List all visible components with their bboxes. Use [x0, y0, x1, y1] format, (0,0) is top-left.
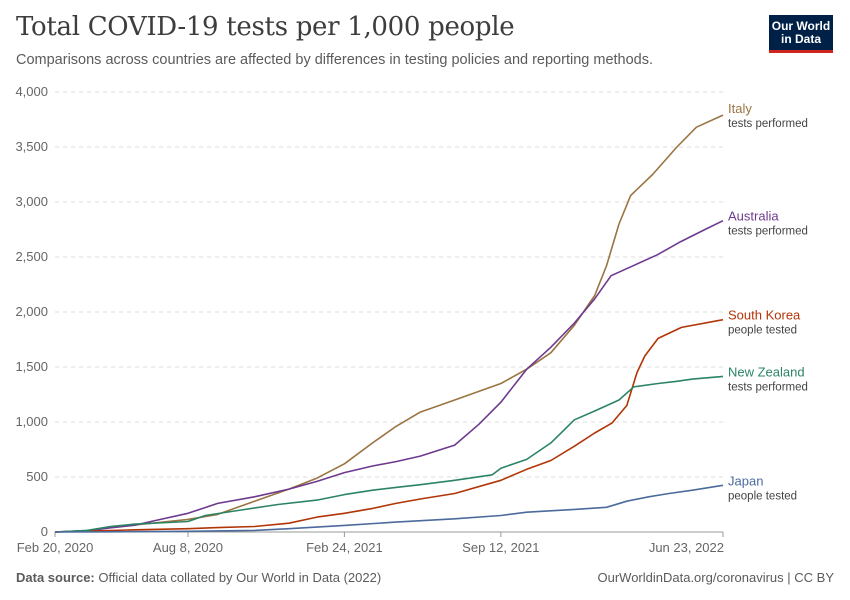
y-tick-label: 2,500 [15, 249, 48, 264]
logo-line-2: in Data [780, 32, 821, 46]
series-line-new-zealand [54, 375, 724, 533]
series-label-italy: Italy [728, 101, 752, 116]
footer: Data source: Official data collated by O… [16, 570, 834, 585]
source-label: Data source: [16, 570, 95, 585]
line-chart: 0 500 1,000 1,500 2,000 2,500 3,000 3,500 4,000 F… [15, 84, 808, 555]
series-line-italy [54, 114, 724, 533]
series-line-japan [54, 484, 724, 533]
series-label-australia: Australia [728, 209, 779, 224]
chart-title: Total COVID-19 tests per 1,000 people [16, 12, 515, 42]
x-tick-label: Feb 24, 2021 [306, 540, 383, 555]
x-tick-label: Feb 20, 2020 [17, 540, 94, 555]
series-sublabel: people tested [728, 325, 797, 337]
series-label-japan: Japan [728, 473, 763, 488]
series-sublabel: tests performed [728, 118, 808, 130]
series-line-australia [54, 219, 724, 533]
series-line-south-korea [54, 318, 724, 533]
y-tick-label: 3,500 [15, 139, 48, 154]
y-tick-label: 500 [26, 469, 48, 484]
logo-line-1: Our World [771, 19, 831, 33]
series-label-south-korea: South Korea [728, 308, 801, 323]
series-label-new-zealand: New Zealand [728, 364, 805, 379]
series-sublabel: people tested [728, 490, 797, 502]
x-tick-label: Jun 23, 2022 [649, 540, 724, 555]
x-tick-label: Sep 12, 2021 [462, 540, 539, 555]
series-sublabel: tests performed [728, 381, 808, 393]
y-tick-label: 0 [41, 524, 48, 539]
series-sublabel: tests performed [728, 226, 808, 238]
x-tick-label: Aug 8, 2020 [153, 540, 223, 555]
y-tick-label: 2,000 [15, 304, 48, 319]
chart-subtitle: Comparisons across countries are affecte… [16, 52, 654, 68]
source-url-link[interactable]: OurWorldinData.org/coronavirus | CC BY [597, 570, 834, 585]
y-tick-label: 3,000 [15, 194, 48, 209]
y-tick-label: 1,500 [15, 359, 48, 374]
source-text: Official data collated by Our World in D… [98, 570, 382, 585]
y-tick-label: 1,000 [15, 414, 48, 429]
y-tick-label: 4,000 [15, 84, 48, 99]
owid-logo[interactable]: Our World in Data [769, 15, 833, 53]
